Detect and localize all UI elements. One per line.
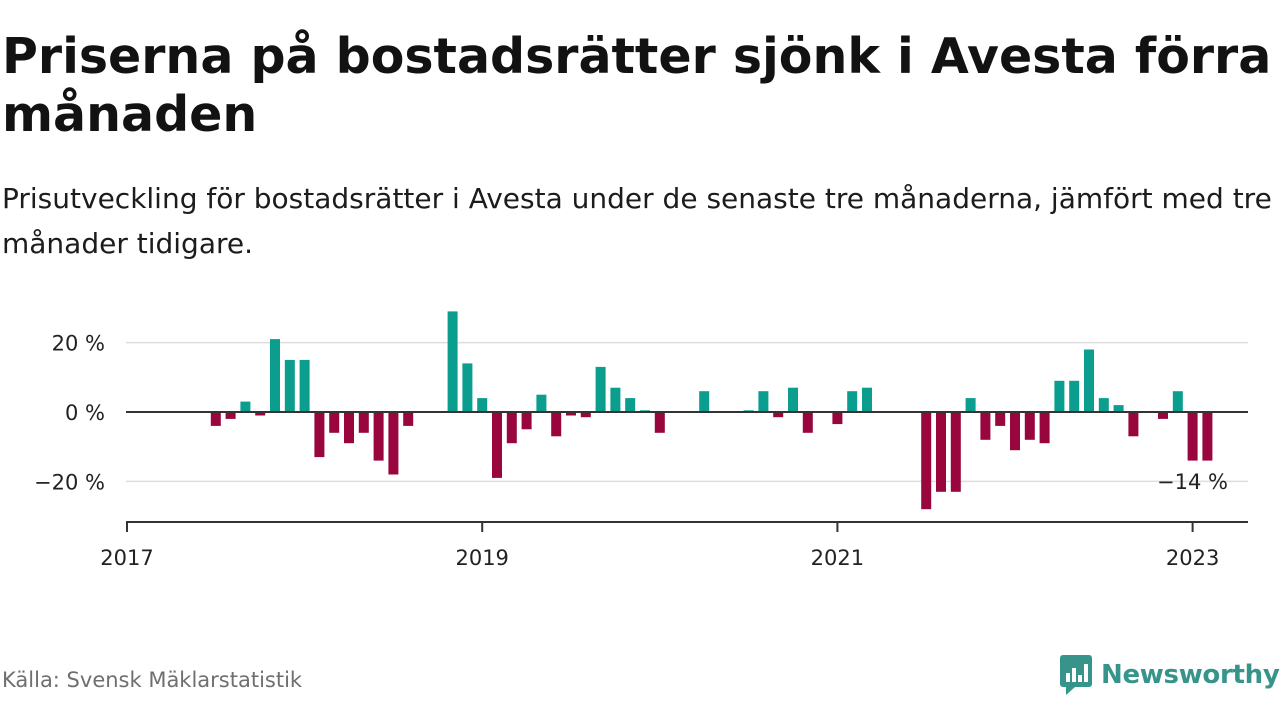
bar <box>1187 412 1198 461</box>
bar <box>1084 349 1094 412</box>
bar <box>344 412 354 444</box>
newsworthy-logo-icon <box>1060 655 1092 695</box>
bar <box>210 412 221 426</box>
chart-subtitle: Prisutveckling för bostadsrätter i Avest… <box>2 182 1272 260</box>
brand-logo[interactable]: Newsworthy <box>1059 654 1280 696</box>
x-tick-label: 2023 <box>1166 546 1219 570</box>
bar <box>329 412 340 433</box>
x-tick-label: 2021 <box>811 546 864 570</box>
source-note: Källa: Svensk Mäklarstatistik <box>2 668 303 692</box>
bar <box>950 412 961 492</box>
y-tick-label: 0 % <box>65 401 105 425</box>
bar <box>832 412 843 425</box>
bar <box>462 363 473 412</box>
bar <box>492 412 502 478</box>
bar <box>1113 405 1124 412</box>
bar <box>388 412 399 475</box>
bar <box>373 412 384 461</box>
bar <box>936 412 946 492</box>
bar <box>610 387 621 412</box>
bar <box>1128 412 1139 437</box>
bar <box>1069 380 1080 412</box>
bar <box>995 412 1006 426</box>
bar <box>1202 412 1213 461</box>
bar <box>284 359 295 412</box>
bar <box>980 412 991 440</box>
bar <box>551 412 562 437</box>
bar <box>699 391 710 412</box>
bar <box>536 394 547 412</box>
x-tick-label: 2017 <box>100 546 153 570</box>
chart-title: Priserna på bostadsrätter sjönk i Avesta… <box>2 28 1272 143</box>
bar <box>1054 380 1065 412</box>
bar <box>1098 398 1109 412</box>
bar <box>802 412 813 433</box>
bar <box>625 398 636 412</box>
bar-chart: 20 % 0 % −20 % 2017 2019 2021 2023 −14 % <box>34 311 1248 570</box>
bar <box>788 387 798 412</box>
bar <box>847 391 858 412</box>
bar <box>862 387 872 412</box>
bar <box>403 412 414 426</box>
bar <box>299 359 310 412</box>
bar <box>1172 391 1183 412</box>
bar <box>521 412 532 430</box>
bar <box>580 412 591 418</box>
bar <box>1039 412 1050 444</box>
bar <box>477 398 488 412</box>
bar <box>506 412 517 444</box>
bar <box>270 339 280 412</box>
y-tick-label: −20 % <box>34 470 105 494</box>
bar <box>358 412 369 433</box>
x-tick-label: 2019 <box>455 546 508 570</box>
bar <box>965 398 976 412</box>
bar <box>314 412 325 458</box>
bar <box>921 412 932 510</box>
bar <box>1024 412 1035 440</box>
bar <box>255 412 266 416</box>
bar <box>240 401 251 412</box>
bar <box>595 366 606 412</box>
bar <box>225 412 236 419</box>
bar <box>566 412 576 416</box>
last-value-label: −14 % <box>1157 470 1228 494</box>
bar <box>758 391 769 412</box>
bar <box>1010 412 1020 451</box>
bar <box>654 412 665 433</box>
y-tick-label: 20 % <box>52 332 105 356</box>
bar <box>1158 412 1168 419</box>
brand-name: Newsworthy <box>1101 660 1280 690</box>
bar <box>773 412 784 418</box>
bar <box>447 311 458 412</box>
